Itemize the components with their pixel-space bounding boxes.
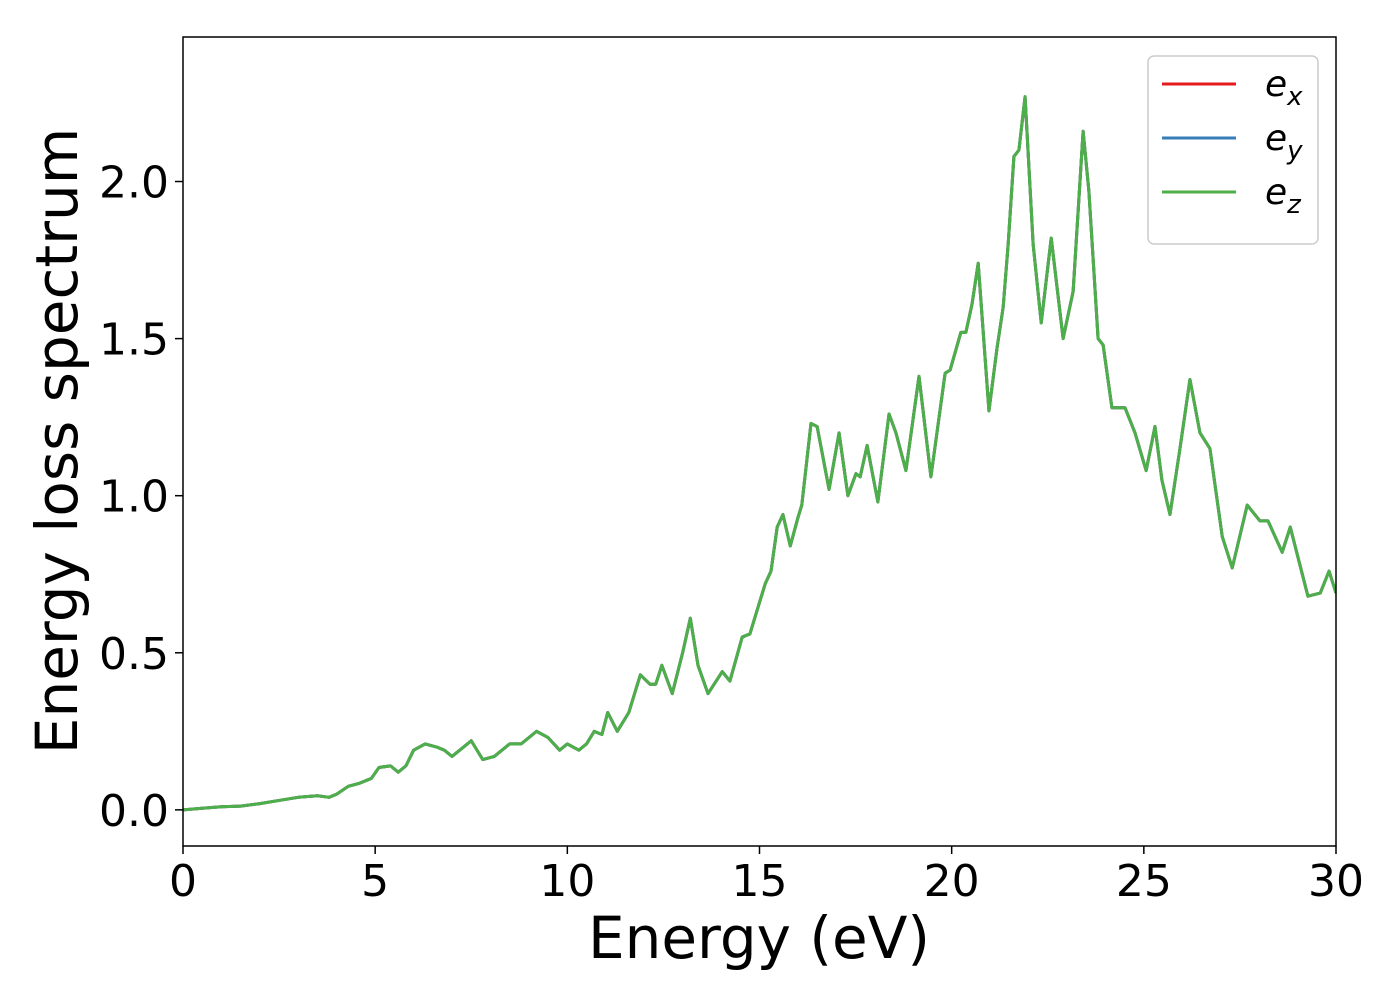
y-tick-label: 0.0 bbox=[99, 786, 169, 837]
series-line bbox=[183, 95, 1336, 812]
y-tick-label: 2.0 bbox=[99, 158, 169, 209]
legend-box bbox=[1147, 55, 1319, 245]
y-axis-label: Energy loss spectrum bbox=[23, 128, 91, 754]
plot-frame bbox=[182, 36, 1337, 847]
x-tick-label: 30 bbox=[1308, 856, 1364, 907]
y-tick-label: 1.5 bbox=[99, 315, 169, 366]
x-tick-label: 10 bbox=[539, 856, 595, 907]
y-tick-label: 0.5 bbox=[99, 629, 169, 680]
x-tick-label: 0 bbox=[169, 856, 197, 907]
legend-label: ez bbox=[1265, 172, 1302, 220]
y-tick-label: 1.0 bbox=[99, 472, 169, 523]
legend-label: ex bbox=[1265, 64, 1303, 112]
x-tick-label: 15 bbox=[732, 856, 788, 907]
legend-label: ey bbox=[1265, 118, 1303, 166]
x-axis-label: Energy (eV) bbox=[588, 904, 930, 972]
x-tick-label: 25 bbox=[1116, 856, 1172, 907]
x-tick-label: 5 bbox=[361, 856, 389, 907]
x-tick-label: 20 bbox=[924, 856, 980, 907]
